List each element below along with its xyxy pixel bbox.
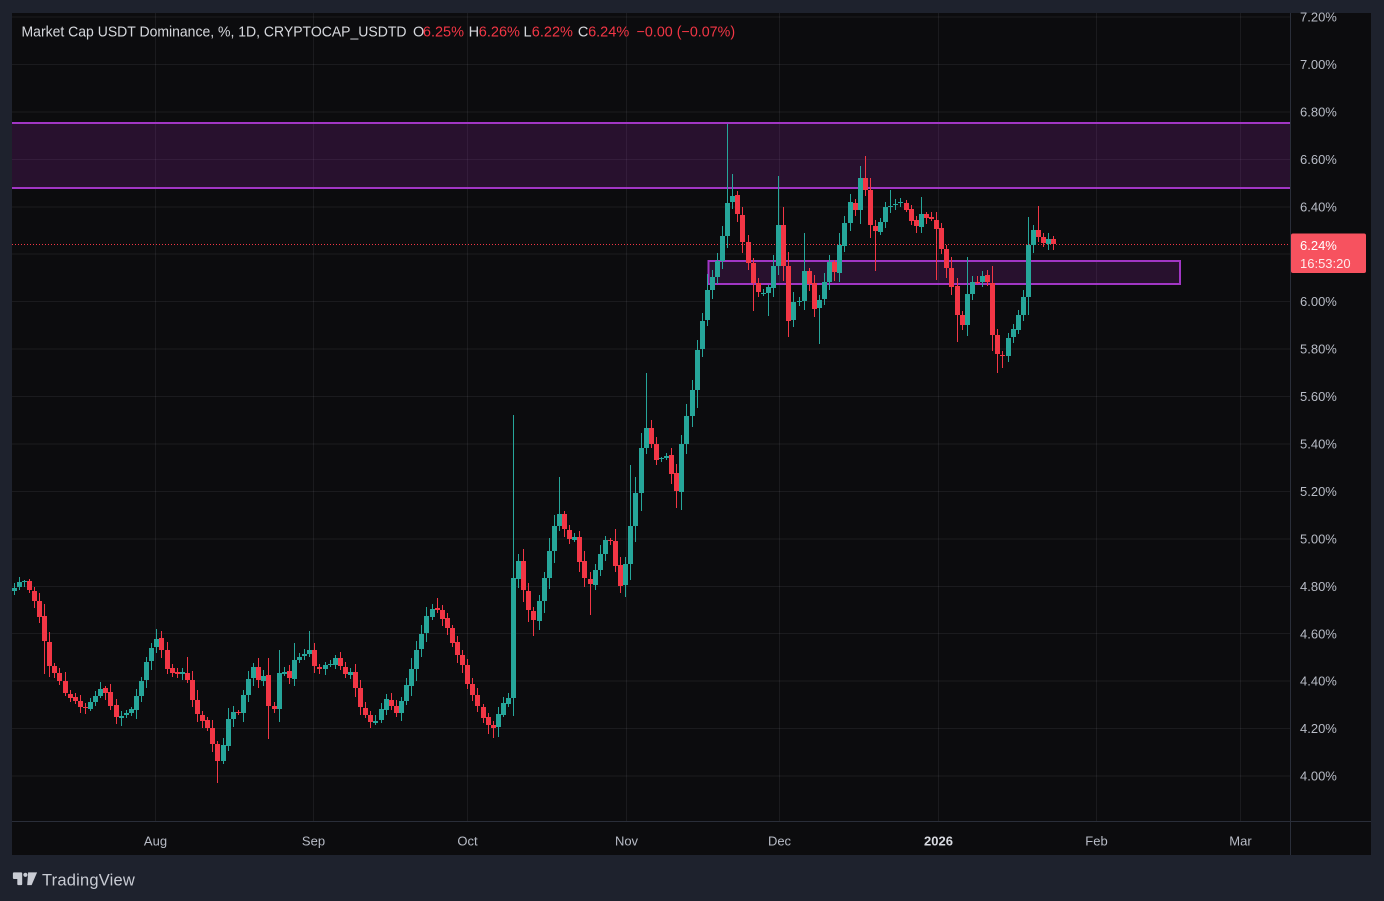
svg-text:C: C <box>578 25 588 41</box>
svg-text:4.20%: 4.20% <box>1300 721 1337 736</box>
svg-text:5.20%: 5.20% <box>1300 484 1337 499</box>
svg-text:6.25%: 6.25% <box>423 25 464 41</box>
svg-text:6.22%: 6.22% <box>532 25 573 41</box>
svg-text:6.00%: 6.00% <box>1300 294 1337 309</box>
svg-text:6.26%: 6.26% <box>479 25 520 41</box>
svg-text:TradingView: TradingView <box>42 872 135 890</box>
svg-text:Dec: Dec <box>768 833 792 848</box>
svg-text:4.60%: 4.60% <box>1300 626 1337 641</box>
svg-text:Sep: Sep <box>302 833 325 848</box>
svg-text:O: O <box>413 25 424 41</box>
svg-text:5.80%: 5.80% <box>1300 342 1337 357</box>
svg-text:6.24%: 6.24% <box>1300 238 1337 253</box>
svg-text:16:53:20: 16:53:20 <box>1300 256 1351 271</box>
svg-text:6.80%: 6.80% <box>1300 105 1337 120</box>
svg-text:−0.00 (−0.07%): −0.00 (−0.07%) <box>637 25 736 41</box>
svg-text:6.40%: 6.40% <box>1300 199 1337 214</box>
svg-text:7.20%: 7.20% <box>1300 10 1337 25</box>
svg-text:4.80%: 4.80% <box>1300 579 1337 594</box>
svg-text:Mar: Mar <box>1229 833 1252 848</box>
svg-text:5.40%: 5.40% <box>1300 437 1337 452</box>
svg-text:Market Cap USDT Dominance, %,: Market Cap USDT Dominance, %, 1D, CRYPTO… <box>22 25 407 41</box>
svg-text:L: L <box>524 25 532 41</box>
svg-text:H: H <box>469 25 479 41</box>
svg-text:4.40%: 4.40% <box>1300 674 1337 689</box>
svg-text:2026: 2026 <box>924 833 953 848</box>
svg-text:6.60%: 6.60% <box>1300 152 1337 167</box>
svg-text:Nov: Nov <box>615 833 639 848</box>
svg-text:5.60%: 5.60% <box>1300 389 1337 404</box>
svg-text:6.24%: 6.24% <box>588 25 629 41</box>
svg-text:Oct: Oct <box>457 833 478 848</box>
svg-text:5.00%: 5.00% <box>1300 531 1337 546</box>
svg-text:4.00%: 4.00% <box>1300 769 1337 784</box>
svg-text:Aug: Aug <box>144 833 167 848</box>
svg-text:7.00%: 7.00% <box>1300 57 1337 72</box>
svg-text:Feb: Feb <box>1085 833 1107 848</box>
